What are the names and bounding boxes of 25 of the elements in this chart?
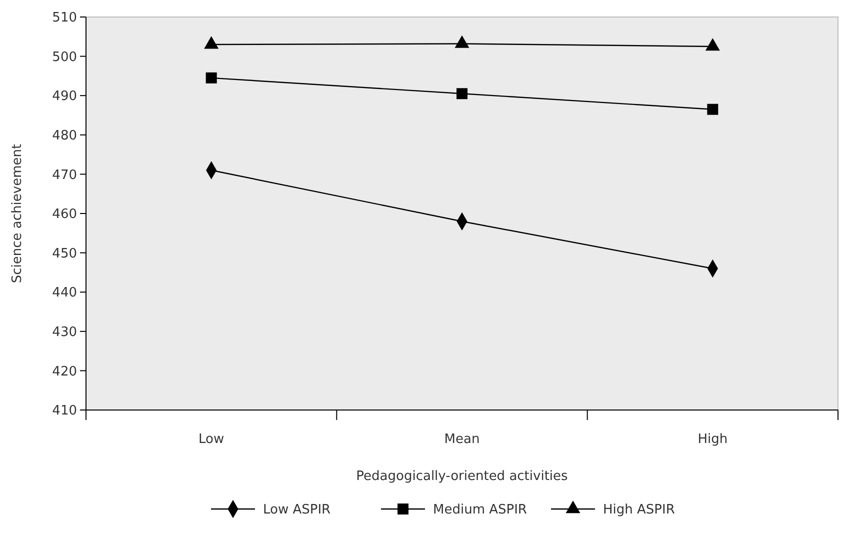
y-tick-label: 430 (52, 324, 77, 340)
x-axis-title: Pedagogically-oriented activities (356, 469, 568, 484)
y-tick-label: 500 (52, 50, 77, 65)
x-tick-label: Mean (444, 432, 480, 447)
point (204, 36, 219, 49)
point (707, 104, 718, 115)
legend-label: High ASPIR (603, 502, 675, 518)
y-tick-label: 420 (52, 364, 77, 380)
y-tick-label: 460 (52, 207, 77, 222)
y-axis-title: Science achievement (10, 144, 25, 284)
point (456, 88, 468, 100)
legend-label: Low ASPIR (263, 502, 331, 518)
y-tick-label: 410 (52, 404, 77, 419)
y-tick-label: 440 (52, 286, 77, 301)
y-tick-label: 490 (52, 89, 77, 104)
legend-label: Medium ASPIR (433, 502, 527, 518)
x-tick-label: Low (198, 432, 224, 447)
point (454, 35, 470, 48)
point (705, 38, 720, 51)
y-tick-label: 480 (52, 128, 77, 144)
point (206, 72, 217, 84)
y-tick-label: 470 (52, 168, 77, 183)
y-tick-label: 510 (52, 10, 77, 26)
y-tick-label: 450 (52, 246, 77, 262)
x-tick-label: High (698, 432, 728, 447)
